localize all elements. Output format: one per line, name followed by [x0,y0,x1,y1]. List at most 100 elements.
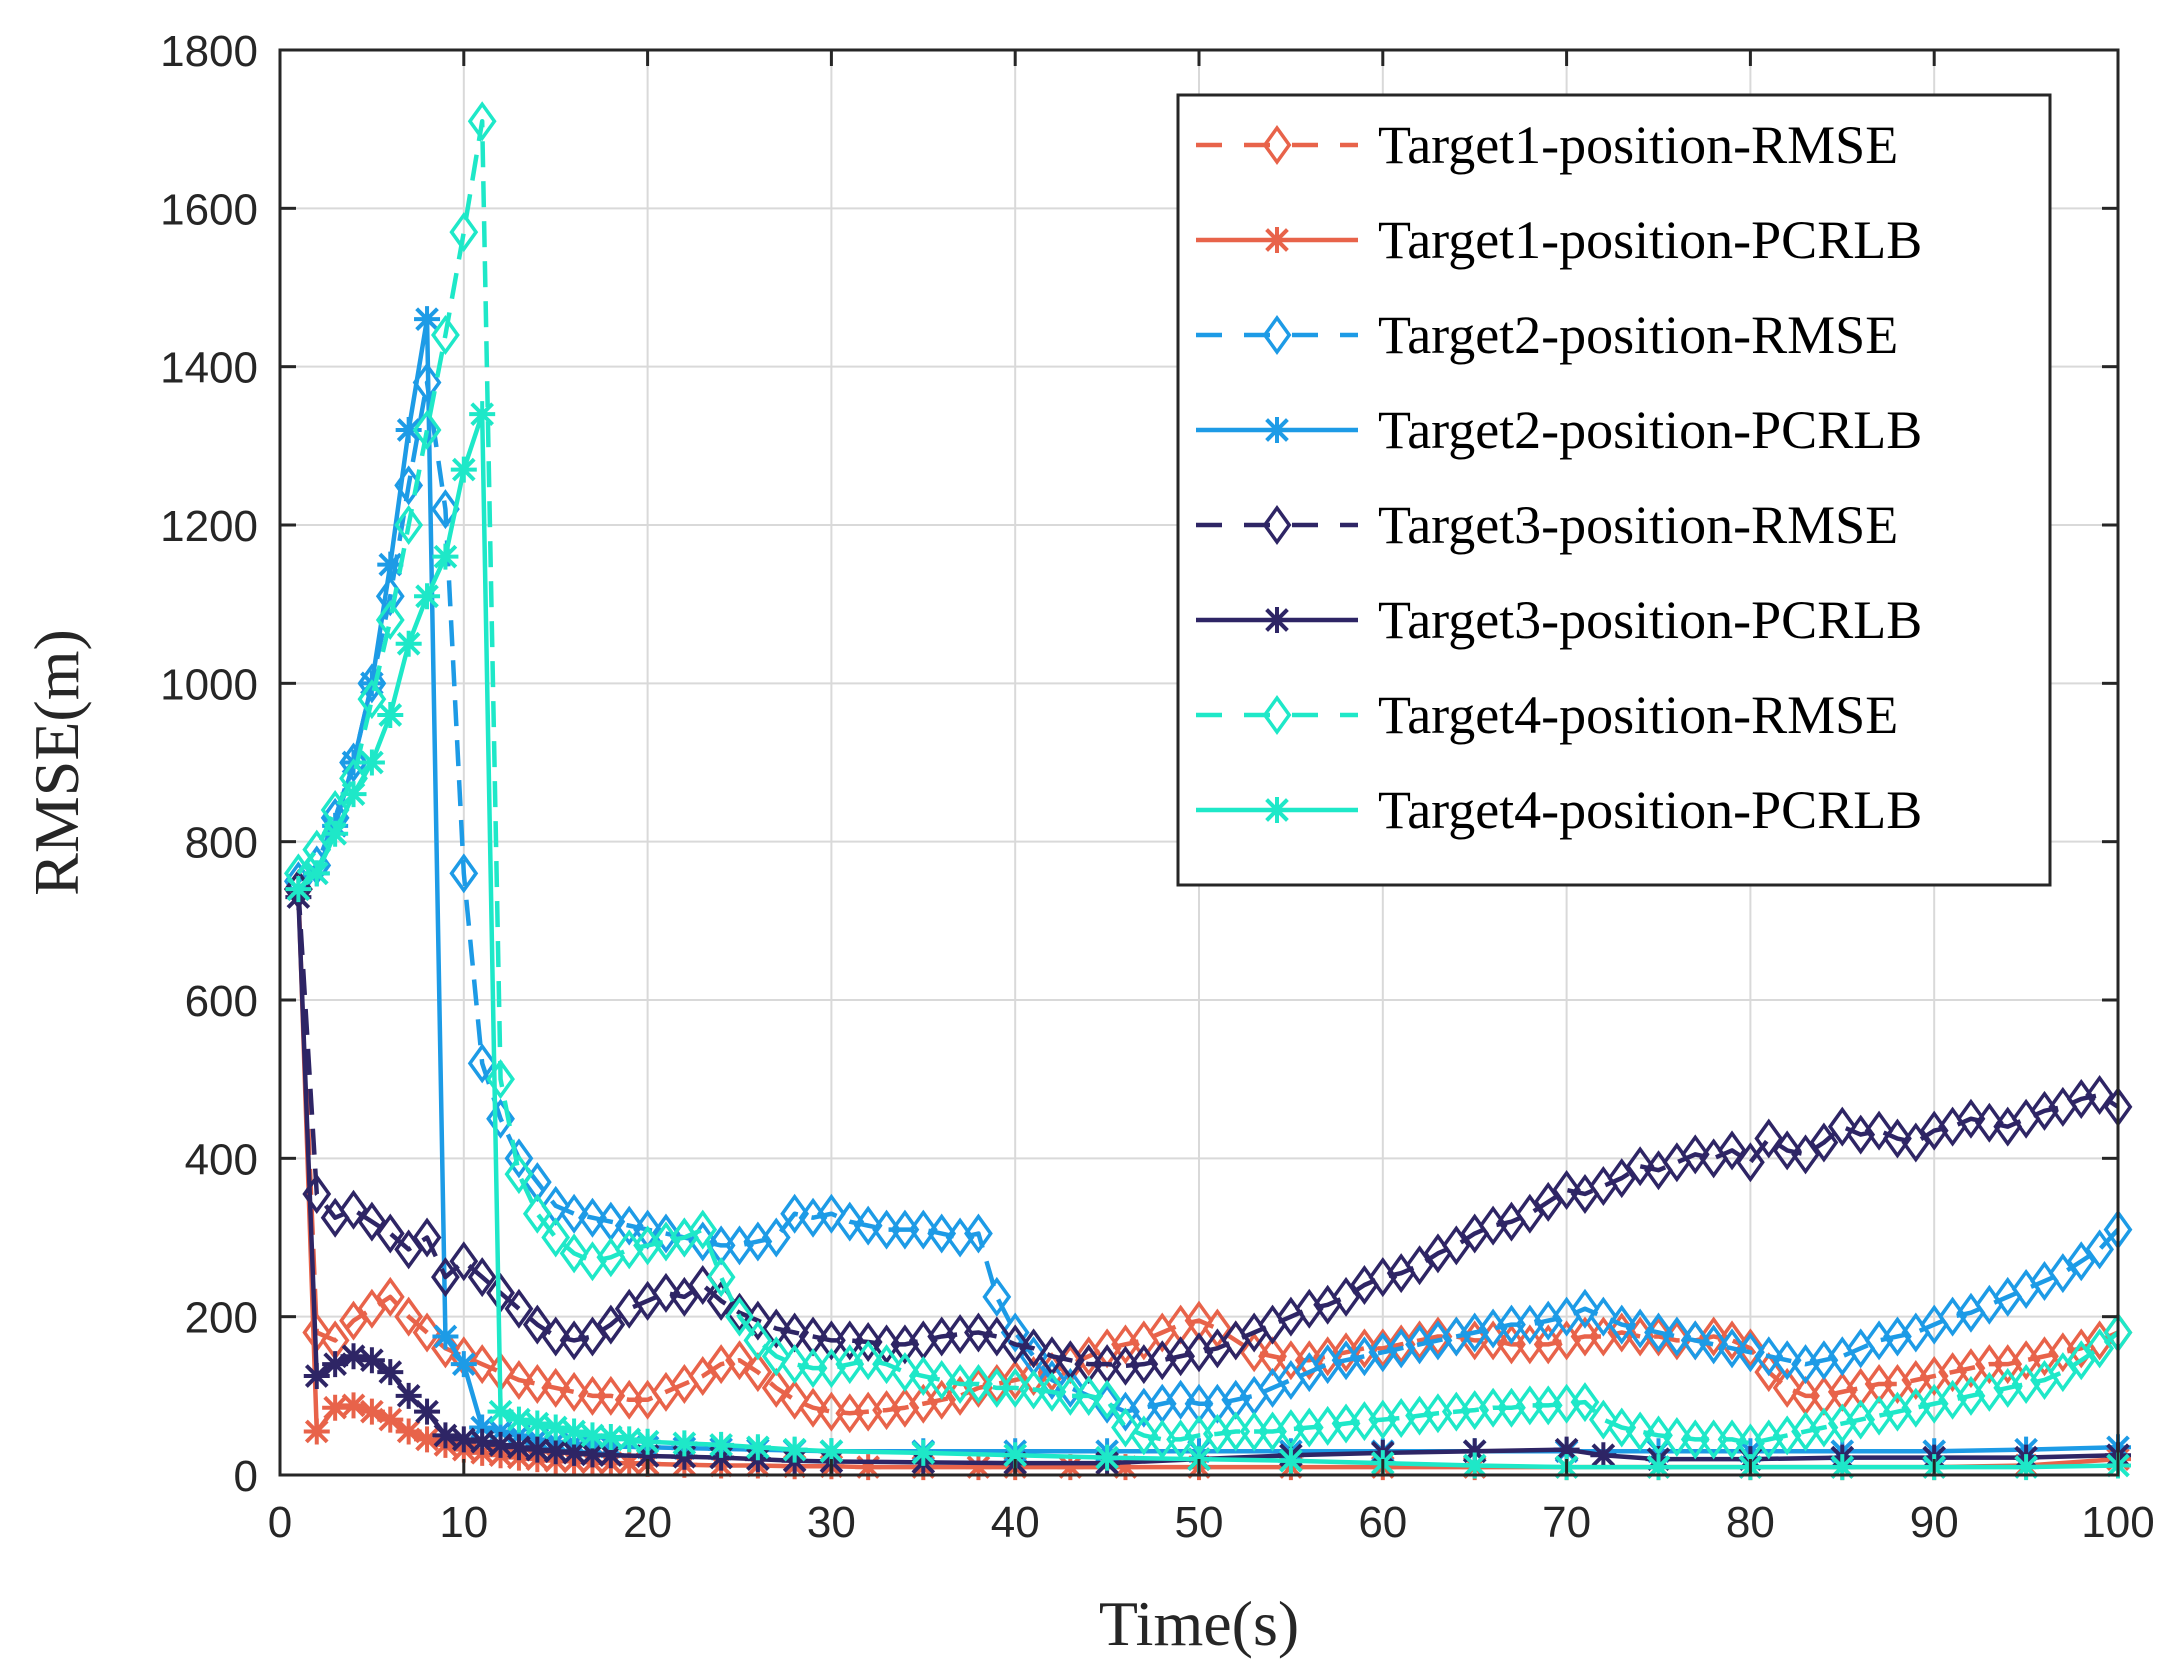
data-point-diamond [596,1375,626,1416]
data-point-diamond [1092,1379,1122,1420]
data-point-diamond [375,600,405,640]
data-point-diamond [927,1213,957,1254]
data-point-asterisk [450,1426,477,1453]
data-point-asterisk [1645,1454,1672,1481]
data-point-diamond [1717,1419,1747,1460]
data-point-diamond [1772,1130,1802,1171]
data-point-diamond [522,1304,552,1345]
y-axis-title: RMSE(m) [21,629,92,896]
data-point-diamond [2085,1229,2115,1270]
data-point-diamond [467,101,497,142]
data-point-diamond [1202,1308,1232,1349]
data-point-asterisk [450,1351,477,1378]
data-point-diamond [688,1356,718,1397]
data-point-diamond [1074,1375,1104,1416]
data-point-diamond [1570,1288,1600,1329]
data-point-diamond [449,212,479,253]
data-point-diamond [1717,1320,1747,1361]
data-point-diamond [761,1336,791,1377]
data-point-diamond [1717,1130,1747,1171]
data-point-diamond [1680,1320,1710,1361]
legend: Target1-position-RMSE Target1-position-PC… [1176,93,2052,887]
data-point-diamond [964,1363,993,1404]
x-tick-label: 70 [1542,1498,1591,1547]
data-point-diamond [1699,1316,1729,1357]
y-tick-label: 400 [185,1135,258,1184]
data-point-asterisk [1461,1438,1488,1465]
data-point-diamond [853,1205,883,1246]
x-tick-label: 60 [1358,1498,1407,1547]
data-point-diamond [706,1257,736,1298]
data-point-diamond [431,489,460,530]
data-point-asterisk [469,401,496,428]
data-point-asterisk [450,456,477,483]
data-point-asterisk [597,1424,624,1450]
data-point-diamond [780,1344,810,1385]
data-point-diamond [1754,1336,1784,1377]
legend-box [1176,93,2052,887]
series-target4-position-rmse [283,101,2133,1464]
data-point-diamond [357,1288,387,1329]
data-point-asterisk [1590,1442,1617,1469]
x-tick-label: 30 [807,1498,856,1547]
data-point-diamond [743,1320,773,1361]
legend-item: Target3-position-PCRLB [1196,590,1922,650]
data-point-diamond [541,1367,571,1408]
data-point-asterisk [1461,1452,1488,1479]
data-point-diamond [449,1241,479,1282]
data-point-asterisk [377,1406,404,1433]
data-point-diamond [1019,1328,1048,1369]
data-point-asterisk [505,1434,532,1461]
data-point-diamond [1901,1122,1931,1163]
legend-item: Target3-position-RMSE [1196,495,1898,555]
data-point-diamond [578,1197,607,1238]
data-point-diamond [1441,1225,1471,1266]
data-point-diamond [1055,1367,1085,1408]
data-point-diamond [2048,1352,2078,1393]
data-point-asterisk [414,1398,441,1425]
data-point-asterisk [542,1414,569,1441]
x-tick-label: 100 [2081,1498,2154,1547]
x-tick-label: 50 [1175,1498,1224,1547]
data-point-diamond [1570,1382,1600,1423]
data-point-diamond [1662,1417,1692,1457]
data-point-asterisk [432,1323,459,1350]
y-tick-label: 1600 [160,185,258,234]
data-point-asterisk [395,1418,422,1445]
data-point-diamond [2048,1253,2078,1294]
data-point-asterisk [1553,1436,1580,1463]
data-point-diamond [1515,1193,1545,1234]
data-point-asterisk [1112,1454,1139,1481]
data-point-asterisk [340,1343,367,1370]
data-point-asterisk [487,1398,514,1425]
data-point-diamond [743,1352,773,1393]
data-point-diamond [1588,1296,1618,1337]
data-point-asterisk [414,583,441,610]
data-point-asterisk [395,417,422,443]
data-point-asterisk [285,876,312,903]
data-point-asterisk [469,1414,496,1441]
legend-item: Target1-position-RMSE [1196,115,1898,175]
data-point-asterisk [616,1426,643,1453]
plot-area [283,101,2133,1481]
data-point-asterisk [322,1351,349,1378]
data-point-asterisk [561,1418,588,1445]
data-point-asterisk [781,1436,808,1463]
legend-label: Target4-position-PCRLB [1378,780,1922,840]
data-point-diamond [1019,1369,1048,1410]
data-point-diamond [817,1193,846,1234]
data-point-diamond [1754,1352,1784,1393]
legend-asterisk-marker [1264,227,1290,253]
data-point-asterisk [487,1418,514,1445]
data-point-asterisk [671,1430,698,1457]
data-point-asterisk [377,702,404,728]
data-point-asterisk [561,1439,588,1466]
data-point-diamond [1607,1407,1637,1448]
legend-asterisk-marker [1264,607,1290,633]
data-point-diamond [853,1340,883,1381]
data-point-asterisk [469,1428,496,1455]
legend-label: Target2-position-PCRLB [1378,400,1922,460]
data-point-diamond [982,1316,1012,1357]
legend-label: Target3-position-PCRLB [1378,590,1922,650]
data-point-asterisk [322,1394,349,1421]
